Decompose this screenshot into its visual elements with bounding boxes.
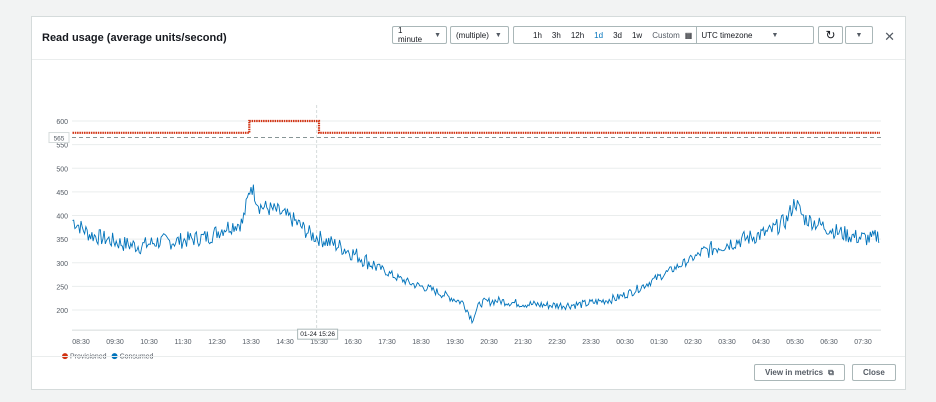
x-tick-label: 18:30 xyxy=(412,339,430,346)
y-tick-label: 200 xyxy=(56,308,68,315)
period-value: 1 minute xyxy=(398,26,423,44)
x-tick-label: 07:30 xyxy=(854,339,872,346)
refresh-options-button[interactable]: ▼ xyxy=(845,26,873,44)
x-tick-label: 11:30 xyxy=(175,339,192,346)
range-1d[interactable]: 1d xyxy=(594,30,604,40)
close-label: Close xyxy=(863,368,885,377)
caret-down-icon: ▼ xyxy=(855,31,863,39)
x-tick-label: 09:30 xyxy=(106,339,124,346)
threshold-label: 565 xyxy=(54,136,65,143)
period-select[interactable]: 1 minute ▼ xyxy=(392,26,447,44)
external-link-icon: ⧉ xyxy=(828,367,834,377)
y-tick-label: 300 xyxy=(56,261,68,268)
close-icon[interactable]: ✕ xyxy=(884,29,895,44)
series-provisioned xyxy=(72,119,880,134)
range-1h[interactable]: 1h xyxy=(533,30,542,40)
statistic-value: (multiple) xyxy=(456,30,489,40)
y-tick-label: 450 xyxy=(56,190,68,197)
caret-down-icon: ▼ xyxy=(494,31,502,39)
range-3d[interactable]: 3d xyxy=(613,30,622,40)
x-tick-label: 15:30 xyxy=(310,339,328,346)
x-tick-label: 08:30 xyxy=(72,339,90,346)
timezone-select[interactable]: UTC timezone ▼ xyxy=(696,27,788,43)
refresh-icon: ↻ xyxy=(825,28,836,42)
caret-down-icon: ▼ xyxy=(771,31,779,39)
series-consumed xyxy=(72,184,880,325)
x-tick-label: 12:30 xyxy=(208,339,226,346)
x-tick-label: 19:30 xyxy=(446,339,464,346)
x-tick-label: 17:30 xyxy=(378,339,396,346)
x-tick-label: 23:30 xyxy=(582,339,600,346)
x-tick-label: 00:30 xyxy=(616,339,634,346)
modal-title: Read usage (average units/second) xyxy=(42,32,227,44)
y-tick-label: 400 xyxy=(56,214,68,221)
calendar-icon[interactable]: ▦ xyxy=(684,30,693,40)
y-tick-label: 500 xyxy=(56,166,68,173)
usage-chart: 200 250 300 350 400 450 500 550 600 08:30 09:30 10:… xyxy=(48,105,881,360)
modal-footer: View in metrics ⧉ Close xyxy=(32,356,905,389)
view-in-metrics-label: View in metrics xyxy=(765,368,824,377)
refresh-button[interactable]: ↻ xyxy=(818,26,843,44)
statistic-select[interactable]: (multiple) ▼ xyxy=(450,26,509,44)
x-tick-label: 02:30 xyxy=(684,339,702,346)
x-tick-label: 06:30 xyxy=(820,339,838,346)
y-tick-label: 250 xyxy=(56,284,68,291)
x-tick-label: 05:30 xyxy=(786,339,804,346)
timezone-value: UTC timezone xyxy=(701,30,753,40)
view-in-metrics-button[interactable]: View in metrics ⧉ xyxy=(754,364,845,381)
x-tick-label: 01:30 xyxy=(650,339,668,346)
close-button[interactable]: Close xyxy=(852,364,896,381)
x-tick-label: 13:30 xyxy=(242,339,260,346)
x-tick-label: 10:30 xyxy=(140,339,158,346)
x-tick-label: 21:30 xyxy=(514,339,532,346)
read-usage-modal: Read usage (average units/second) 1 minu… xyxy=(31,16,906,390)
x-tick-label: 20:30 xyxy=(480,339,498,346)
range-12h[interactable]: 12h xyxy=(570,30,585,40)
x-tick-label: 16:30 xyxy=(344,339,362,346)
crosshair-label-box xyxy=(297,328,339,340)
time-range-selector: 1h 3h 12h 1d 3d 1w Custom ▦ UTC timezone… xyxy=(513,26,814,44)
x-tick-label: 03:30 xyxy=(718,339,736,346)
modal-header: Read usage (average units/second) 1 minu… xyxy=(32,17,905,60)
crosshair-label: 01-24 15:26 xyxy=(300,331,335,338)
x-tick-label: 04:30 xyxy=(752,339,770,346)
x-tick-label: 22:30 xyxy=(548,339,566,346)
range-3h[interactable]: 3h xyxy=(551,30,561,40)
range-1w[interactable]: 1w xyxy=(631,30,643,40)
y-tick-label: 600 xyxy=(56,119,68,126)
threshold-label-box xyxy=(48,132,70,144)
caret-down-icon: ▼ xyxy=(434,31,441,39)
x-tick-label: 14:30 xyxy=(276,339,294,346)
y-tick-label: 350 xyxy=(56,237,68,244)
y-tick-label: 550 xyxy=(56,143,68,150)
range-custom[interactable]: Custom xyxy=(652,30,680,40)
